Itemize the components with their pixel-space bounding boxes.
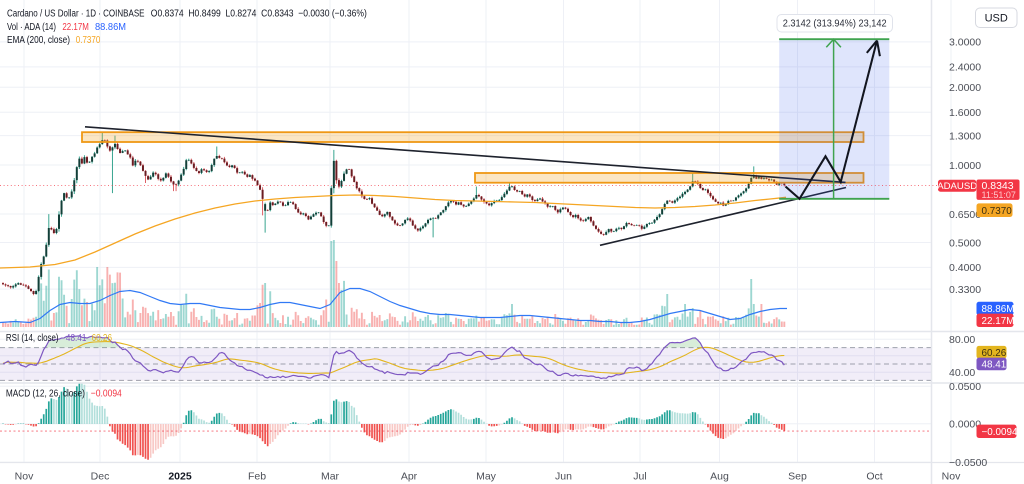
svg-text:22.17M: 22.17M — [982, 316, 1015, 327]
svg-text:11:51:07: 11:51:07 — [982, 190, 1016, 200]
svg-text:Sep: Sep — [788, 471, 807, 483]
svg-text:Nov: Nov — [942, 471, 961, 483]
svg-text:0.3300: 0.3300 — [949, 284, 981, 296]
svg-text:Oct: Oct — [866, 471, 882, 483]
svg-text:Nov: Nov — [15, 471, 34, 483]
svg-text:0.6500: 0.6500 — [949, 209, 981, 221]
svg-text:Dec: Dec — [91, 471, 110, 483]
svg-text:−0.0094: −0.0094 — [982, 427, 1018, 438]
svg-text:Cardano / US Dollar · 1D · COI: Cardano / US Dollar · 1D · COINBASE O0.83… — [7, 9, 367, 20]
svg-text:May: May — [476, 471, 497, 483]
svg-text:2.3142 (313.94%) 23,142: 2.3142 (313.94%) 23,142 — [783, 19, 887, 30]
svg-text:USD: USD — [985, 12, 1008, 24]
svg-text:Apr: Apr — [401, 471, 418, 483]
svg-text:ADAUSD: ADAUSD — [937, 181, 977, 192]
svg-text:1.6000: 1.6000 — [949, 107, 981, 119]
svg-text:0.0500: 0.0500 — [949, 381, 981, 393]
svg-text:0.8343: 0.8343 — [982, 180, 1014, 192]
svg-text:0.5000: 0.5000 — [949, 237, 981, 249]
svg-text:48.41: 48.41 — [982, 360, 1007, 371]
svg-text:60.26: 60.26 — [982, 348, 1007, 359]
svg-text:Aug: Aug — [710, 471, 729, 483]
svg-text:−0.0500: −0.0500 — [949, 457, 987, 469]
svg-text:0.0000: 0.0000 — [949, 419, 981, 431]
svg-text:MACD (12, 26, close)−0.0094: MACD (12, 26, close) −0.0094 — [6, 389, 122, 400]
svg-text:2025: 2025 — [168, 471, 192, 483]
svg-text:Jul: Jul — [633, 471, 646, 483]
svg-text:1.3000: 1.3000 — [949, 130, 981, 142]
svg-text:0.7370: 0.7370 — [982, 206, 1013, 217]
svg-text:0.4000: 0.4000 — [949, 262, 981, 274]
svg-text:2.0000: 2.0000 — [949, 82, 981, 94]
svg-text:40.00: 40.00 — [949, 367, 975, 379]
svg-text:2.4000: 2.4000 — [949, 62, 981, 74]
svg-text:Jun: Jun — [555, 471, 572, 483]
svg-text:1.0000: 1.0000 — [949, 160, 981, 172]
svg-text:Feb: Feb — [248, 471, 266, 483]
svg-text:EMA (200, close)0.7370: EMA (200, close) 0.7370 — [7, 35, 101, 46]
svg-text:80.00: 80.00 — [949, 334, 975, 346]
svg-text:Mar: Mar — [321, 471, 340, 483]
svg-text:88.86M: 88.86M — [982, 304, 1015, 315]
svg-text:3.0000: 3.0000 — [949, 37, 981, 49]
